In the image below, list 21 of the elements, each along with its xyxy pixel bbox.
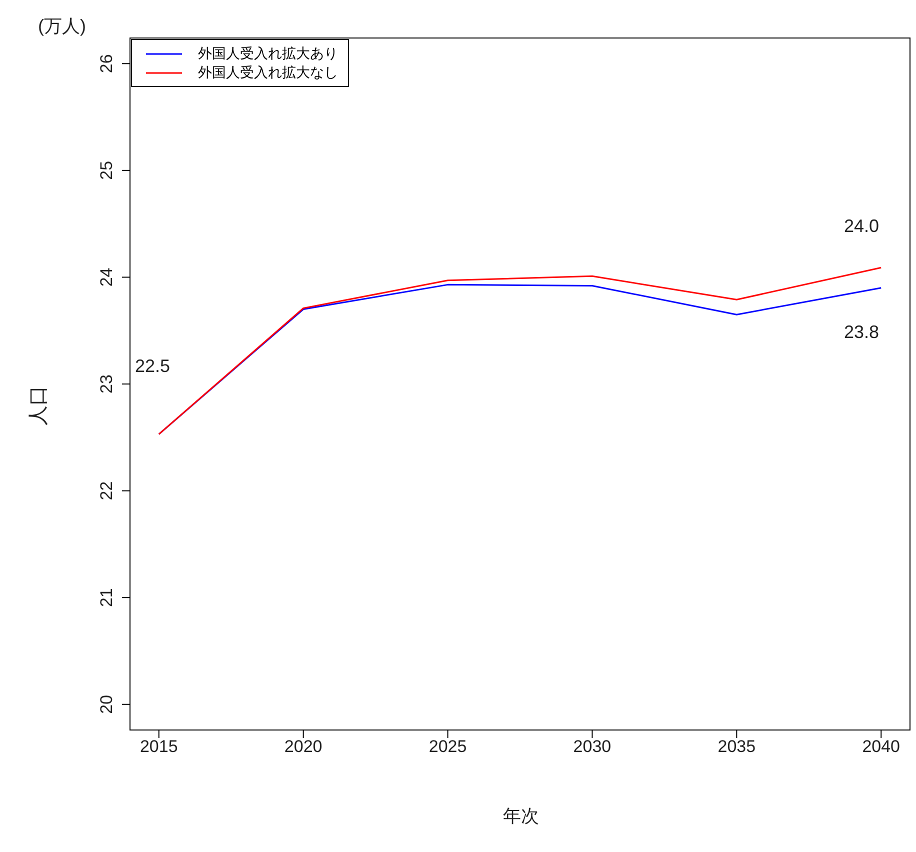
- y-tick-label: 22: [97, 481, 116, 500]
- y-tick-label: 21: [97, 588, 116, 608]
- y-axis-title: 人口: [26, 384, 50, 428]
- x-tick-label: 2040: [862, 737, 900, 756]
- y-tick-label: 24: [97, 268, 116, 287]
- x-tick-label: 2035: [718, 737, 756, 756]
- y-tick-label: 26: [97, 54, 116, 74]
- x-axis-title: 年次: [502, 805, 540, 828]
- annotation: 22.5: [135, 356, 170, 377]
- text: (万人): [38, 15, 86, 38]
- x-tick-label: 2020: [284, 737, 322, 756]
- y-tick-label: 25: [97, 160, 116, 180]
- annotation: 23.8: [844, 322, 880, 343]
- legend-label: 外国人受入れ拡大あり: [198, 44, 338, 63]
- x-tick-label: 2030: [573, 737, 612, 756]
- y-tick-label: 23: [97, 374, 116, 394]
- annotation: 24.0: [844, 216, 880, 237]
- x-tick-label: 2015: [140, 737, 178, 756]
- x-tick-label: 2025: [428, 737, 467, 756]
- y-tick-label: 20: [97, 694, 116, 714]
- legend-label: 外国人受入れ拡大なし: [198, 63, 338, 82]
